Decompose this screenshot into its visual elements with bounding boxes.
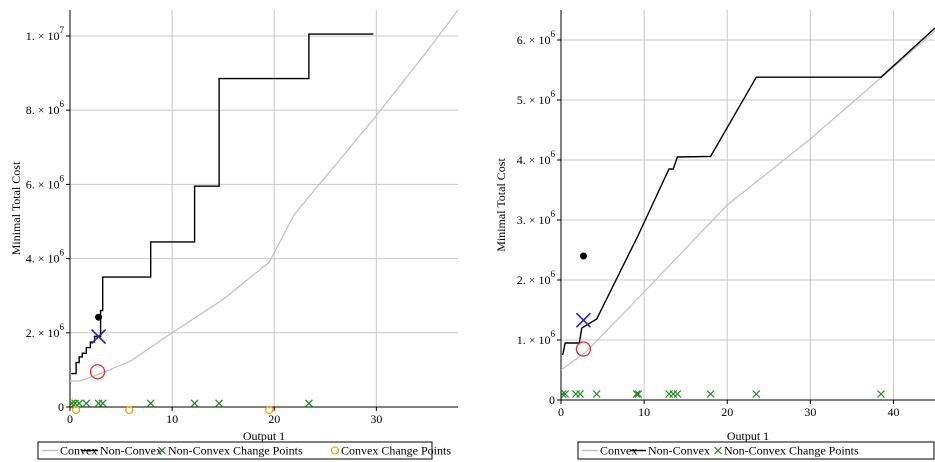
chart-panel-right: 0 10 20 30 40 0 1. × 106 2. × 106 3. × 106 4. × 1… [478,0,935,462]
change-point-circle-marker [72,405,81,415]
change-point-x-marker [98,399,107,408]
x-tick-label: 20 [721,405,733,419]
y-tick-label: 8. × 106 [26,99,65,117]
x-tick-label: 0 [558,405,564,419]
y-tick-label: 2. × 106 [517,269,556,287]
change-point-x-marker [561,390,567,398]
y-tick-label: 6. × 106 [26,173,65,191]
change-point-x-marker [561,390,570,398]
chart-right: 0 10 20 30 40 0 1. × 106 2. × 106 3. × 106 4. × 1… [494,10,935,460]
change-point-x-marker [576,390,585,398]
change-point-x-marker [634,390,643,398]
convex-series-line [70,9,459,382]
change-point-x-marker [706,390,715,398]
legend-label: Non-Convex [648,444,710,458]
change-point-x-marker [75,399,84,408]
highlight-circle-marker [575,341,592,357]
x-axis-label: Output 1 [727,429,769,443]
chart-panel-left: 0 10 20 30 0 2. × 106 4. × 106 6. × 106 8. × 106… [0,0,462,462]
y-tick-label: 0 [58,400,64,414]
change-point-x-marker [146,399,155,408]
chart-left: 0 10 20 30 0 2. × 106 4. × 106 6. × 106 8. × 106… [9,9,459,460]
change-point-x-marker [215,399,223,408]
plot-area [70,9,459,415]
highlight-x-marker [575,312,592,328]
legend: Convex Non-Convex Non-Convex Change Points… [37,441,451,460]
y-tick-label: 4. × 106 [517,149,556,167]
change-point-x-marker [673,390,682,398]
legend-label: Convex [600,444,637,458]
legend-circle-swatch [330,446,340,455]
y-tick-label: 5. × 106 [517,89,556,107]
legend-label: Non-Convex Change Points [168,444,303,458]
y-axis-label: Minimal Total Cost [9,161,23,255]
y-tick-label: 3. × 106 [517,209,556,227]
highlight-dot [579,252,587,260]
y-tick-label: 2. × 106 [26,322,65,340]
x-tick-label: 20 [268,412,280,426]
change-point-circle-marker [265,405,274,415]
highlight-x-marker [91,328,107,345]
y-tick-label: 0 [549,393,555,407]
change-point-x-marker [632,390,641,398]
plot-area [561,27,935,398]
y-axis-label: Minimal Total Cost [494,158,508,252]
x-tick-label: 10 [166,412,178,426]
change-point-x-marker [592,390,601,398]
change-point-x-marker [752,390,761,398]
non-convex-series-line [562,27,935,356]
y-tick-label: 1. × 107 [26,25,65,43]
legend-label: Convex Change Points [341,444,451,458]
change-point-circle-marker [125,405,134,415]
change-point-x-marker [305,399,313,408]
x-tick-label: 30 [370,412,382,426]
x-tick-label: 30 [804,405,816,419]
legend-box [577,441,935,460]
change-point-x-marker [82,399,91,408]
y-tick-label: 4. × 106 [26,248,65,266]
y-tick-label: 1. × 106 [517,329,556,347]
change-point-x-marker [70,399,76,408]
legend-x-swatch [158,446,166,455]
highlight-circle-marker [89,364,106,380]
convex-series-line [561,30,935,371]
change-point-x-marker [877,390,885,398]
change-point-x-marker [190,399,199,408]
highlight-dot [95,313,103,321]
non-convex-series-line [71,33,374,375]
x-tick-label: 40 [887,405,899,419]
legend-label: Convex [60,444,97,458]
legend-label: Non-Convex Change Points [724,444,859,458]
x-tick-label: 0 [67,412,73,426]
legend-box [37,441,433,460]
y-tick-label: 6. × 106 [517,29,556,47]
x-axis-label: Output 1 [243,429,285,443]
x-tick-label: 10 [638,405,650,419]
legend-label: Non-Convex [100,444,162,458]
legend-x-swatch [714,446,722,455]
legend: Convex Non-Convex Non-Convex Change Points [577,441,935,460]
